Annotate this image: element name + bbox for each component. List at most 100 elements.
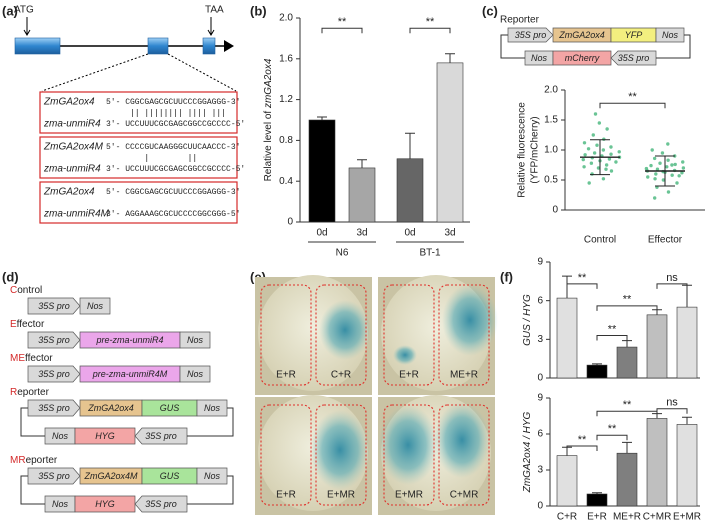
construct-initial: C xyxy=(10,285,17,296)
point xyxy=(681,160,685,164)
bar xyxy=(616,346,638,379)
bar xyxy=(586,493,608,507)
exon xyxy=(202,37,216,55)
point xyxy=(675,181,679,185)
construct-part xyxy=(179,331,211,349)
construct-initial: ME xyxy=(10,353,25,364)
bar xyxy=(676,424,698,507)
construct-part xyxy=(655,27,685,43)
significance-label: ns xyxy=(666,272,678,284)
point xyxy=(677,174,681,178)
y-axis-label: (YFP/mCherry) xyxy=(530,116,541,183)
point xyxy=(670,173,674,177)
zone-label: E+MR xyxy=(327,490,355,501)
significance-bracket xyxy=(321,27,363,34)
alignment-box xyxy=(39,136,238,179)
start-codon: ATG xyxy=(14,5,34,16)
construct-part-label: Nos xyxy=(662,30,679,40)
point xyxy=(604,167,608,171)
construct-part-label: 35S pro xyxy=(38,471,70,481)
point xyxy=(607,157,612,161)
bar xyxy=(646,418,668,507)
bar xyxy=(436,62,464,223)
gus-stain xyxy=(319,300,371,360)
y-tick-label: 3 xyxy=(537,465,543,476)
significance-bracket xyxy=(596,305,658,311)
point xyxy=(582,141,587,145)
sequence: 5'- CGGCGAGCGCUUCCCGGAGGG-3' xyxy=(106,188,240,197)
significance-bracket xyxy=(566,445,598,451)
y-tick-label: 3 xyxy=(537,334,543,345)
significance-label: ** xyxy=(623,294,632,306)
point xyxy=(653,177,657,181)
significance-bracket xyxy=(599,102,666,109)
infiltration-zone xyxy=(383,284,435,386)
point xyxy=(617,150,621,154)
y-axis-label-part: zmGA2ox4 xyxy=(263,58,274,109)
gus-stain xyxy=(393,345,417,365)
zone-label: E+MR xyxy=(395,490,423,501)
construct-part xyxy=(134,427,188,445)
y-axis-label-part: GUS / HYG xyxy=(522,294,533,346)
construct-initial: E xyxy=(10,319,17,330)
construct-part xyxy=(552,50,612,66)
construct-part-label: 35S pro xyxy=(38,403,70,413)
y-tick-label: 1.6 xyxy=(279,53,293,64)
construct-part-label: Nos xyxy=(52,431,69,441)
panel-label: (a) xyxy=(2,3,18,18)
point xyxy=(658,161,662,165)
significance-label: ** xyxy=(623,399,632,411)
construct-part-label: ZmGA2ox4 xyxy=(558,30,605,40)
panel-label: (f) xyxy=(500,269,513,284)
construct-part-label: pre-zma-unmiR4M xyxy=(92,369,168,379)
point xyxy=(595,143,599,147)
infiltration-zone xyxy=(383,404,435,506)
x-tick-label: 0d xyxy=(404,228,415,239)
exon xyxy=(147,37,169,55)
zone-label: C+R xyxy=(331,370,351,381)
panel-label: (c) xyxy=(482,3,498,18)
significance-bracket xyxy=(596,410,658,417)
significance-label: ** xyxy=(608,423,617,435)
sequence-name: ZmGA2ox4 xyxy=(43,187,95,198)
construct-part-label: Nos xyxy=(87,301,104,311)
point xyxy=(602,137,606,141)
exon xyxy=(14,37,61,55)
construct-part-label: YFP xyxy=(625,30,643,40)
significance-bracket xyxy=(596,334,628,341)
plasmid-line xyxy=(20,407,234,437)
construct-name: Control xyxy=(10,285,42,296)
point xyxy=(591,133,595,137)
y-tick-label: 1.0 xyxy=(544,145,558,156)
significance-label: ** xyxy=(338,16,347,28)
zone-label: C+MR xyxy=(450,490,479,501)
sequence-name: zma-unmiR4M xyxy=(43,209,110,220)
bar xyxy=(586,364,608,379)
construct-part-label: 35S pro xyxy=(618,53,650,63)
sequence: 3'- UCCUUUCGCGAGCGGCCGCCCC-5' xyxy=(106,120,245,129)
y-axis-label: Relative level of zmGA2ox4 xyxy=(263,58,274,181)
gus-stain xyxy=(442,284,498,356)
construct-part-label: 35S pro xyxy=(145,499,177,509)
point xyxy=(661,178,666,182)
x-tick-label: ME+R xyxy=(613,512,641,523)
construct-part-label: mCherry xyxy=(565,53,600,63)
panel-label: (b) xyxy=(250,3,267,18)
codon-arrow xyxy=(23,17,215,36)
point xyxy=(596,166,601,170)
construct-part xyxy=(74,495,136,513)
construct-part-label: HYG xyxy=(95,499,115,509)
construct-part xyxy=(507,27,554,43)
significance-bracket xyxy=(409,27,451,34)
point xyxy=(646,175,650,179)
x-tick-label: 3d xyxy=(356,228,367,239)
point xyxy=(590,172,594,176)
construct-part-label: HYG xyxy=(95,431,115,441)
construct-part xyxy=(134,495,188,513)
point xyxy=(587,181,591,185)
point xyxy=(666,142,670,146)
sequence: 5'- CCCCGUCAAGGGCUUCAACCC-3' xyxy=(106,143,240,152)
infiltration-zone xyxy=(315,404,367,506)
error-bar xyxy=(405,132,415,159)
error-bar xyxy=(622,441,632,454)
